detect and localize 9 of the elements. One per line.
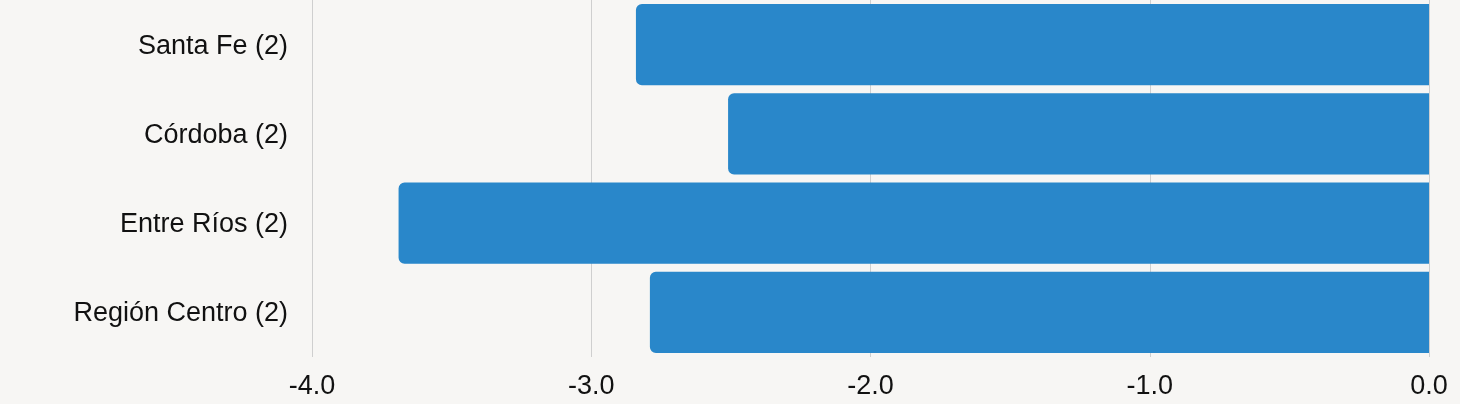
x-tick-label: -4.0	[288, 369, 336, 400]
y-tick-label: Entre Ríos (2)	[119, 208, 288, 239]
y-tick-label: Córdoba (2)	[143, 118, 288, 149]
y-tick-label: Santa Fe (2)	[137, 29, 288, 60]
x-tick-label: 0.0	[1410, 369, 1448, 400]
y-tick-label: Región Centro (2)	[73, 297, 288, 328]
x-tick-label: -3.0	[567, 369, 615, 400]
x-tick-label: -1.0	[1126, 369, 1174, 400]
x-tick-label: -2.0	[847, 369, 894, 400]
